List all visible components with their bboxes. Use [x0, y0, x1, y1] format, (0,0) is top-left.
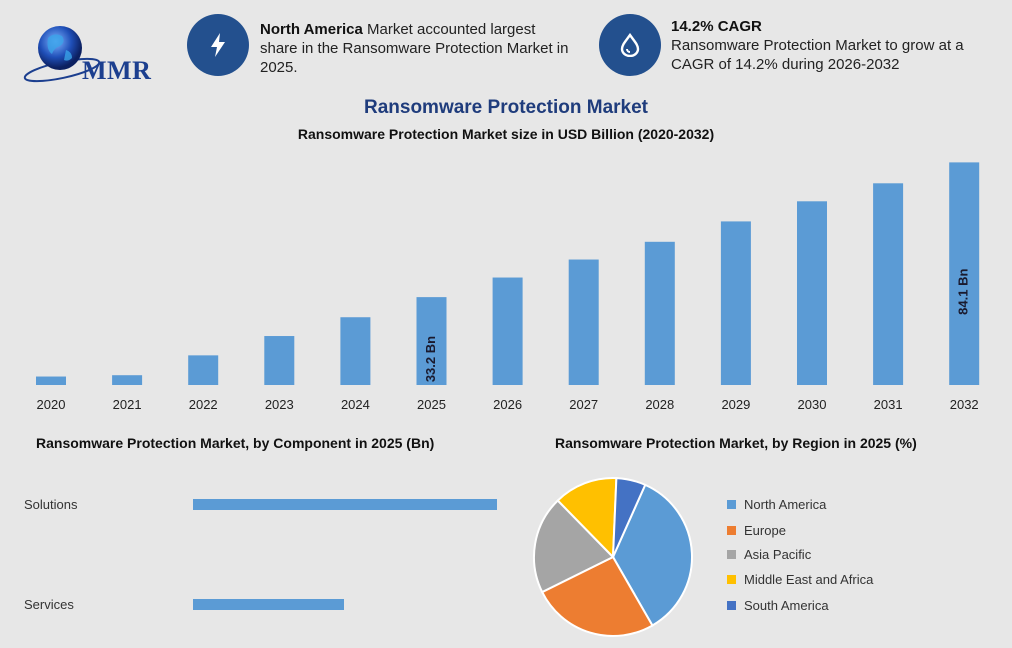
legend-europe: Europe [727, 523, 786, 538]
x-tick-label: 2024 [341, 397, 370, 412]
bar-2022 [188, 355, 219, 385]
component-bar-services [193, 599, 345, 610]
legend-swatch [727, 601, 736, 610]
component-label-services: Services [24, 597, 74, 612]
pie-slice-south-america [612, 477, 647, 558]
bar-2021 [112, 375, 143, 385]
info-north-america: North America Market accounted largest s… [260, 20, 590, 77]
market-size-bar-chart: 2020 2021 2022 2023 2024 2025 2026 2027 2028 2029… [36, 162, 980, 412]
pie-slice-middle-east-and-africa [556, 477, 618, 560]
component-label-solutions: Solutions [24, 497, 78, 512]
legend-label: North America [744, 497, 827, 512]
chart-title: Ransomware Protection Market [363, 97, 649, 118]
bar-2027 [568, 259, 599, 385]
legend-middle-east-africa: Middle East and Africa [727, 572, 873, 587]
info-cagr: 14.2% CAGR Ransomware Protection Market … [671, 17, 1001, 74]
info2-bold: 14.2% CAGR [671, 18, 762, 35]
region-pie-chart [533, 477, 693, 637]
legend-swatch [727, 526, 736, 535]
bar-2031 [873, 183, 904, 385]
data-label: 33.2 Bn [423, 336, 438, 382]
info1-line2: share in the Ransomware Protection Marke… [260, 40, 569, 57]
bar-2029 [720, 221, 751, 385]
pie-slice-asia-pacific [533, 499, 615, 594]
bar-2032 [949, 162, 980, 385]
x-tick-label: 2020 [37, 397, 66, 412]
x-tick-label: 2032 [950, 397, 979, 412]
x-tick-label: 2028 [645, 397, 674, 412]
legend-label: Asia Pacific [744, 547, 812, 562]
bar-2030 [797, 201, 827, 385]
x-tick-label: 2022 [189, 397, 218, 412]
bar-2028 [644, 241, 675, 385]
legend-label: Middle East and Africa [744, 572, 874, 587]
x-tick-label: 2031 [874, 397, 903, 412]
legend-swatch [727, 575, 736, 584]
lightning-icon [187, 14, 249, 76]
info2-line2: CAGR of 14.2% during 2026-2032 [671, 56, 900, 73]
mmr-logo: MMR [22, 20, 157, 86]
x-tick-label: 2021 [113, 397, 142, 412]
component-bar-solutions [193, 499, 497, 510]
bar-2026 [492, 277, 523, 385]
legend-label: South America [744, 598, 829, 613]
bar-2024 [340, 317, 371, 385]
info1-line1: Market accounted largest [362, 21, 536, 38]
data-label: 84.1 Bn [956, 269, 971, 315]
globe-icon [23, 26, 101, 83]
legend-swatch [727, 500, 736, 509]
x-tick-label: 2029 [721, 397, 750, 412]
chart-subtitle: Ransomware Protection Market size in USD… [297, 126, 715, 142]
legend-asia-pacific: Asia Pacific [727, 547, 811, 562]
pie-slice-europe [540, 555, 654, 637]
info1-line3: 2025. [260, 59, 298, 76]
bar-2020 [36, 376, 66, 385]
x-tick-label: 2023 [265, 397, 294, 412]
legend-north-america: North America [727, 497, 826, 512]
component-chart-title: Ransomware Protection Market, by Compone… [36, 435, 435, 451]
x-tick-label: 2027 [569, 397, 598, 412]
legend-swatch [727, 550, 736, 559]
x-tick-label: 2030 [798, 397, 827, 412]
region-chart-title: Ransomware Protection Market, by Region … [555, 435, 917, 451]
legend-south-america: South America [727, 598, 829, 613]
x-tick-label: 2026 [493, 397, 522, 412]
info1-bold: North America [260, 21, 363, 38]
info2-line1: Ransomware Protection Market to grow at … [671, 37, 964, 54]
x-tick-label: 2025 [417, 397, 446, 412]
logo-text: MMR [82, 56, 152, 85]
bar-2025 [416, 297, 447, 385]
bar-2023 [264, 336, 295, 385]
water-drop-icon [599, 14, 661, 76]
legend-label: Europe [744, 523, 786, 538]
